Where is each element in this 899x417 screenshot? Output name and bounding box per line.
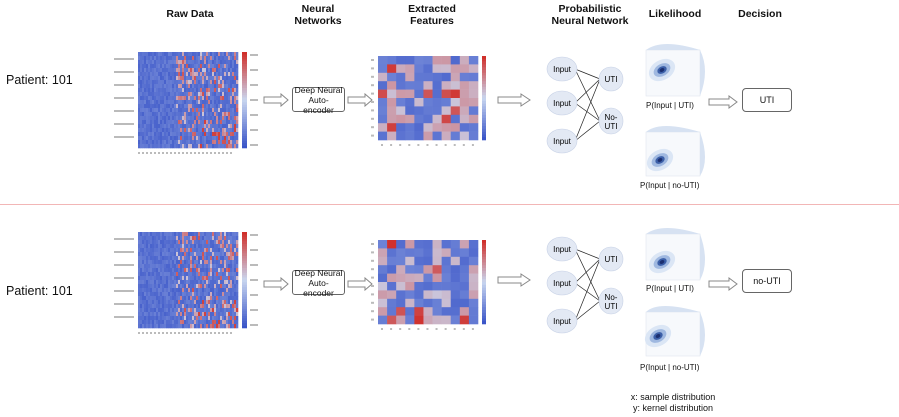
header-pnn-line1: Probabilistic	[558, 3, 622, 15]
likelihood-plot-uti-row1	[645, 44, 705, 97]
arrow-row1-d	[708, 95, 738, 109]
autoencoder-line2-row1: Auto-encoder	[303, 94, 334, 115]
extracted-features-heatmap-row1	[371, 56, 486, 146]
header-extracted-features: Extracted Features	[392, 3, 472, 27]
pnn-input-label: Input	[553, 279, 572, 288]
distribution-legend: x: sample distribution y: kernel distrib…	[618, 392, 728, 414]
header-pnn-line2: Neural Network	[551, 15, 629, 27]
header-feat-line2: Features	[410, 15, 454, 27]
autoencoder-box-row2: Deep Neural Auto-encoder	[292, 267, 345, 298]
legend-y: y: kernel distribution	[632, 403, 714, 413]
pnn-output-node-uti	[598, 246, 624, 272]
pnn-output-label-nouti-1: No-	[605, 113, 618, 122]
header-likelihood: Likelihood	[648, 8, 702, 20]
pnn-output-node-uti	[598, 66, 624, 92]
pnn-input-label: Input	[553, 99, 572, 108]
pnn-output-label-nouti-2: UTI	[605, 122, 618, 131]
header-raw-data: Raw Data	[166, 8, 214, 20]
pnn-output-label-uti: UTI	[605, 75, 618, 84]
likelihood-plot-nouti-row2	[644, 306, 705, 357]
autoencoder-line2-row2: Auto-encoder	[303, 277, 334, 298]
patient-label-row1: Patient: 101	[6, 73, 73, 87]
likelihood-label-nouti-row1: P(Input | no-UTI)	[640, 181, 700, 190]
header-nn-line2: Networks	[294, 15, 342, 27]
pnn-input-node	[546, 90, 578, 116]
arrow-row2-d	[708, 277, 738, 291]
pnn-input-label: Input	[553, 137, 572, 146]
header-nn-line1: Neural	[301, 3, 335, 15]
likelihood-plot-uti-row2	[645, 228, 705, 281]
pnn-input-node	[546, 270, 578, 296]
pnn-input-node	[546, 56, 578, 82]
pnn-input-label: Input	[553, 245, 572, 254]
decision-box-row1: UTI	[742, 88, 792, 112]
extracted-features-heatmap-row2	[371, 240, 486, 330]
header-neural-networks: Neural Networks	[283, 3, 353, 27]
raw-data-heatmap-row1	[114, 52, 258, 154]
patient-label-row2: Patient: 101	[6, 284, 73, 298]
pnn-input-node	[546, 236, 578, 262]
header-decision: Decision	[738, 8, 782, 20]
autoencoder-box-row1: Deep Neural Auto-encoder	[292, 84, 345, 115]
header-feat-line1: Extracted	[408, 3, 456, 15]
legend-x: x: sample distribution	[630, 392, 716, 402]
row-divider	[0, 204, 899, 205]
pnn-input-node	[546, 308, 578, 334]
arrow-row2-b	[347, 277, 373, 291]
arrow-row1-b	[347, 93, 373, 107]
pnn-input-node	[546, 128, 578, 154]
likelihood-label-uti-row1: P(Input | UTI)	[646, 101, 694, 110]
autoencoder-line1-row2: Deep Neural	[294, 267, 343, 278]
header-probabilistic-nn: Probabilistic Neural Network	[540, 3, 640, 27]
arrow-row2-a	[263, 277, 289, 291]
likelihood-label-nouti-row2: P(Input | no-UTI)	[640, 363, 700, 372]
raw-data-heatmap-row2	[114, 232, 258, 334]
pnn-output-node-nouti	[598, 287, 624, 315]
arrow-row1-c	[497, 93, 531, 107]
arrow-row1-a	[263, 93, 289, 107]
pnn-input-label: Input	[553, 65, 572, 74]
autoencoder-line1-row1: Deep Neural	[294, 84, 343, 95]
likelihood-plot-nouti-row1	[645, 126, 705, 177]
pnn-output-label-uti: UTI	[605, 255, 618, 264]
decision-box-row2: no-UTI	[742, 269, 792, 293]
pnn-input-label: Input	[553, 317, 572, 326]
pnn-output-label-nouti-2: UTI	[605, 302, 618, 311]
arrow-row2-c	[497, 273, 531, 287]
pnn-output-node-nouti	[598, 107, 624, 135]
pnn-output-label-nouti-1: No-	[605, 293, 618, 302]
likelihood-label-uti-row2: P(Input | UTI)	[646, 284, 694, 293]
